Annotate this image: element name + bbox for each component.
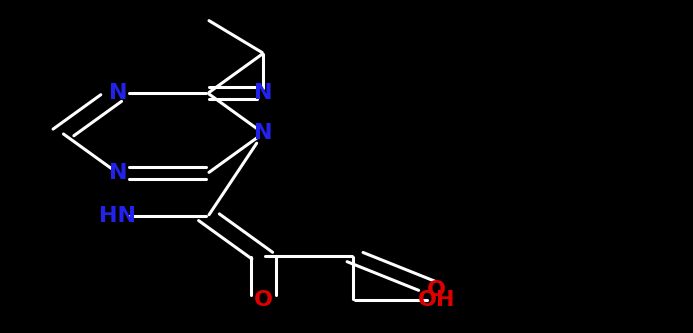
Text: HN: HN: [99, 206, 137, 226]
Text: O: O: [427, 280, 446, 300]
Text: N: N: [254, 123, 272, 143]
Text: OH: OH: [418, 290, 455, 310]
Text: N: N: [109, 83, 127, 103]
Text: O: O: [254, 290, 273, 310]
Text: N: N: [254, 83, 272, 103]
Text: N: N: [109, 163, 127, 183]
